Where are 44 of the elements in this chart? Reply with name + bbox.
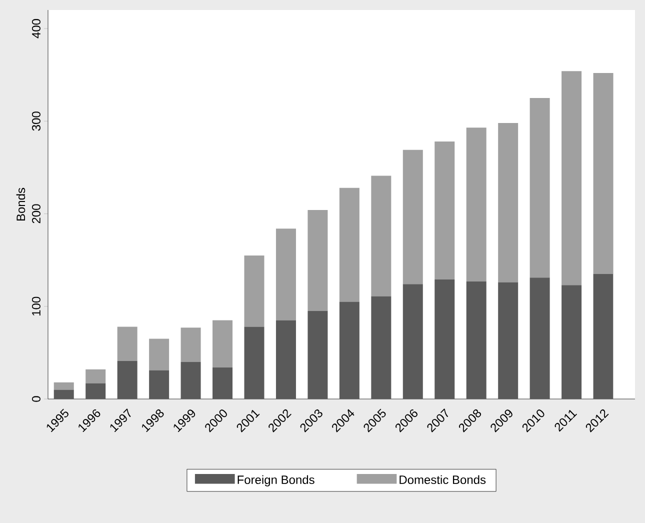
bar <box>339 188 360 302</box>
bar <box>434 142 455 280</box>
bar <box>54 382 74 390</box>
bar <box>562 285 582 399</box>
bar <box>466 128 486 282</box>
bar <box>308 210 328 312</box>
bar <box>308 311 328 399</box>
bar <box>180 328 201 362</box>
bar <box>593 274 614 399</box>
bar <box>244 326 264 399</box>
bar <box>117 361 138 399</box>
y-tick-label: 100 <box>32 296 40 316</box>
bar <box>276 320 296 399</box>
bar <box>402 150 423 284</box>
bar <box>498 282 518 399</box>
y-tick-label: 400 <box>32 18 40 38</box>
y-axis-title: Bonds <box>16 188 26 221</box>
bar <box>117 326 138 362</box>
y-tick-label: 0 <box>32 396 40 402</box>
bar <box>466 281 486 399</box>
bar <box>339 302 360 399</box>
legend-label: Domestic Bonds <box>400 475 486 484</box>
y-tick-label: 200 <box>32 204 40 224</box>
bar <box>244 255 264 327</box>
bar <box>530 98 550 278</box>
bar <box>276 228 296 320</box>
bar <box>562 71 582 286</box>
bar <box>212 368 233 399</box>
bar <box>180 362 201 399</box>
bar <box>86 383 106 399</box>
bar <box>434 280 455 399</box>
bar <box>498 123 518 282</box>
bar <box>86 369 106 384</box>
bar <box>530 278 550 399</box>
bar <box>149 370 170 399</box>
bar <box>371 296 392 399</box>
y-tick-label: 300 <box>32 112 40 131</box>
bar <box>212 320 233 368</box>
bar <box>593 72 614 274</box>
bar <box>149 338 170 370</box>
bar <box>371 176 392 296</box>
legend-label: Foreign Bonds <box>238 475 314 486</box>
bar <box>402 284 423 399</box>
bar <box>54 390 74 399</box>
